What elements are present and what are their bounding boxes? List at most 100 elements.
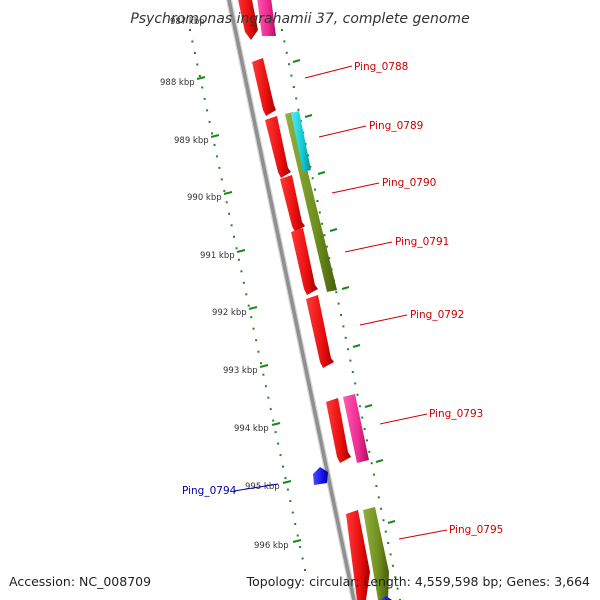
minor-tick: [375, 485, 378, 487]
genome-summary-text: Topology: circular; Length: 4,559,598 bp…: [246, 574, 590, 589]
minor-tick: [323, 234, 326, 237]
minor-tick: [294, 523, 297, 525]
minor-tick: [201, 86, 204, 89]
minor-tick: [288, 63, 291, 66]
gene-label-ping-0788[interactable]: Ping_0788: [354, 61, 408, 73]
minor-tick: [304, 569, 306, 571]
minor-tick: [396, 587, 399, 590]
minor-tick: [235, 247, 238, 250]
gene-feature-ping-0792[interactable]: [306, 295, 334, 368]
minor-tick: [318, 211, 321, 214]
gene-feature-olive-long[interactable]: [285, 112, 337, 292]
minor-tick: [289, 500, 292, 503]
tick-label-994-kbp: 994 kbp: [234, 424, 269, 434]
minor-tick: [198, 75, 201, 77]
gene-label-ping-0789[interactable]: Ping_0789: [369, 120, 423, 132]
minor-tick: [240, 270, 243, 273]
gene-feature-ping-0794[interactable]: [313, 467, 328, 485]
minor-tick: [272, 419, 275, 422]
minor-tick: [290, 74, 293, 77]
minor-tick: [347, 348, 350, 351]
minor-tick: [373, 473, 375, 476]
kbp-tick-labels: 988 kbp 989 kbp 990 kbp 991 kbp 992 kbp …: [160, 78, 289, 551]
gene-feature-ping-0788[interactable]: [252, 58, 276, 116]
minor-tick: [255, 339, 258, 342]
minor-tick: [191, 40, 194, 43]
minor-tick: [237, 258, 240, 261]
gene-feature-ping-0789[interactable]: [265, 116, 291, 178]
gene-label-ping-0791[interactable]: Ping_0791: [395, 236, 449, 248]
minor-tick: [349, 359, 352, 362]
minor-tick: [314, 188, 316, 191]
minor-tick: [295, 97, 298, 100]
gene-feature-ping-0793[interactable]: [326, 398, 351, 463]
minor-tick: [279, 454, 282, 457]
gene-label-ping-0792[interactable]: Ping_0792: [410, 309, 464, 321]
gene-label-ping-0793[interactable]: Ping_0793: [429, 408, 483, 420]
minor-tick: [337, 302, 340, 305]
minor-tick: [281, 29, 283, 31]
minor-tick: [382, 519, 385, 522]
minor-tick: [366, 439, 368, 442]
minor-tick: [211, 132, 213, 135]
minor-tick: [351, 371, 354, 373]
minor-tick: [384, 530, 387, 533]
minor-tick: [328, 257, 331, 259]
gene-labels: Ping_0788 Ping_0789 Ping_0790 Ping_0791 …: [182, 61, 503, 536]
minor-tick: [389, 553, 392, 556]
gene-feature-olive-bottom[interactable]: [363, 507, 389, 600]
label-leader-lines: [233, 65, 448, 540]
minor-tick: [325, 245, 328, 248]
tick-label-990-kbp: 990 kbp: [187, 193, 222, 203]
gene-feature-ping-0795[interactable]: [346, 510, 370, 600]
minor-tick: [292, 86, 295, 88]
minor-tick: [257, 350, 260, 353]
minor-tick: [377, 496, 380, 499]
minor-tick: [284, 477, 287, 480]
minor-tick: [394, 576, 397, 579]
minor-tick: [208, 120, 211, 123]
gene-feature-partial-red[interactable]: [236, 0, 258, 40]
gene-feature-cyan[interactable]: [291, 111, 311, 172]
minor-tick: [354, 382, 357, 385]
gene-feature-ping-0791[interactable]: [291, 228, 318, 295]
minor-tick: [277, 442, 280, 445]
accession-text: Accession: NC_008709: [9, 574, 151, 589]
gene-features: [236, 0, 392, 600]
minor-tick: [370, 462, 373, 465]
minor-tick: [218, 166, 221, 169]
tick-label-988-kbp: 988 kbp: [160, 78, 195, 88]
minor-tick: [358, 405, 361, 408]
gene-label-ping-0790[interactable]: Ping_0790: [382, 177, 436, 189]
gene-feature-ping-0793-pink[interactable]: [343, 394, 369, 463]
minor-tick: [189, 29, 191, 31]
minor-tick: [213, 143, 216, 146]
minor-tick: [250, 316, 253, 319]
minor-tick: [203, 97, 206, 100]
minor-tick: [267, 396, 270, 399]
gene-feature-bottom-blue[interactable]: [380, 596, 392, 600]
minor-tick: [299, 546, 302, 548]
minor-tick: [193, 52, 196, 54]
minor-tick: [264, 385, 267, 388]
minor-tick: [269, 408, 272, 411]
minor-tick: [283, 40, 286, 43]
minor-tick: [391, 564, 394, 567]
tick-label-993-kbp: 993 kbp: [223, 366, 258, 376]
minor-tick: [321, 222, 324, 225]
tick-label-992-kbp: 992 kbp: [212, 308, 247, 318]
minor-tick: [282, 465, 284, 468]
minor-tick: [274, 431, 277, 434]
gene-label-ping-0795[interactable]: Ping_0795: [449, 524, 503, 536]
minor-tick: [286, 488, 289, 491]
gene-feature-ping-0790[interactable]: [280, 175, 305, 232]
minor-tick: [368, 450, 371, 453]
minor-tick: [335, 291, 338, 294]
gene-feature-partial-pink[interactable]: [256, 0, 276, 36]
minor-tick: [196, 63, 199, 66]
minor-tick: [387, 542, 390, 544]
minor-tick: [245, 293, 248, 296]
gene-label-ping-0794[interactable]: Ping_0794: [182, 485, 237, 497]
